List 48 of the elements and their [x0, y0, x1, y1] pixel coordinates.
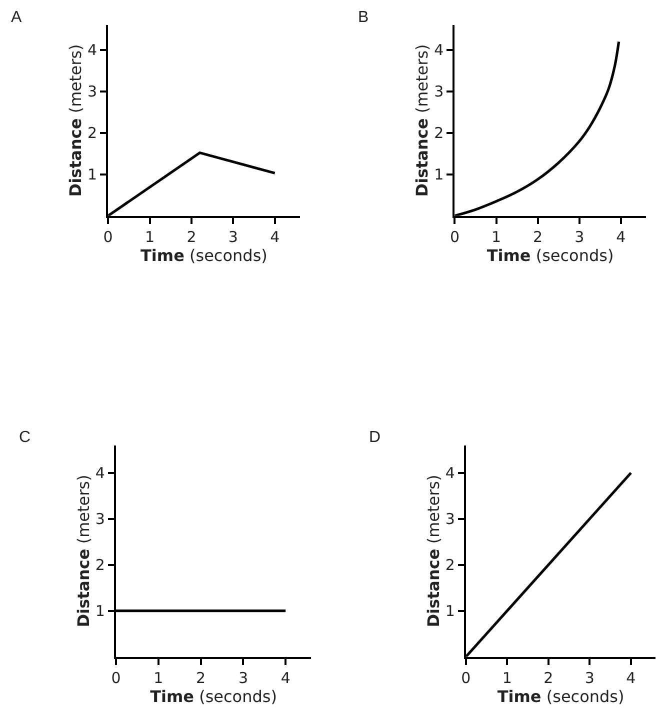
chart-title: A [11, 9, 22, 26]
y-tick-label: 4 [88, 41, 98, 60]
x-tick-label: 3 [574, 228, 584, 246]
y-tick-label: 2 [434, 124, 444, 142]
y-tick-label: 1 [445, 602, 455, 620]
x-tick-label: 3 [238, 668, 248, 687]
y-tick-label: 4 [434, 41, 444, 60]
x-tick-label: 2 [533, 228, 543, 246]
x-tick-label: 0 [461, 668, 471, 687]
x-tick-label: 4 [270, 228, 280, 246]
y-axis-title: Distance (meters) [66, 44, 85, 197]
x-tick-label: 4 [280, 668, 290, 687]
x-tick-label: 1 [491, 228, 502, 246]
y-tick-label: 3 [88, 82, 98, 101]
y-tick-label: 2 [88, 124, 98, 142]
x-tick-label: 1 [154, 668, 164, 687]
x-axis-title: Time (seconds) [486, 246, 614, 265]
x-tick-label: 4 [616, 228, 626, 246]
y-tick-label: 4 [95, 464, 105, 482]
x-axis-title: Time (seconds) [497, 686, 624, 706]
y-axis-title: Distance (meters) [412, 44, 432, 197]
x-tick-label: 2 [186, 228, 196, 246]
x-tick-label: 2 [544, 668, 554, 687]
y-tick-label: 3 [434, 82, 444, 101]
y-tick-label: 3 [445, 510, 455, 528]
y-tick-label: 3 [95, 510, 105, 528]
x-tick-label: 1 [144, 228, 155, 246]
x-tick-label: 3 [584, 668, 594, 687]
x-axis-title: Time (seconds) [140, 246, 268, 265]
x-tick-label: 3 [228, 228, 238, 246]
y-tick-label: 1 [95, 602, 105, 620]
y-tick-label: 1 [88, 166, 98, 184]
x-tick-label: 0 [103, 228, 113, 246]
x-tick-label: 4 [626, 668, 636, 687]
chart-title: D [369, 429, 381, 446]
y-axis-title: Distance (meters) [424, 474, 443, 628]
x-tick-label: 0 [111, 668, 121, 687]
y-tick-label: 1 [434, 166, 444, 184]
y-tick-label: 2 [95, 556, 105, 574]
x-axis-title: Time (seconds) [150, 686, 277, 706]
y-tick-label: 4 [445, 464, 455, 482]
x-tick-label: 1 [502, 668, 512, 687]
y-tick-label: 2 [445, 556, 455, 574]
x-tick-label: 2 [196, 668, 206, 687]
chart-title: B [358, 9, 369, 26]
chart-title: C [19, 429, 31, 446]
y-axis-title: Distance (meters) [74, 474, 93, 628]
x-tick-label: 0 [450, 228, 460, 246]
